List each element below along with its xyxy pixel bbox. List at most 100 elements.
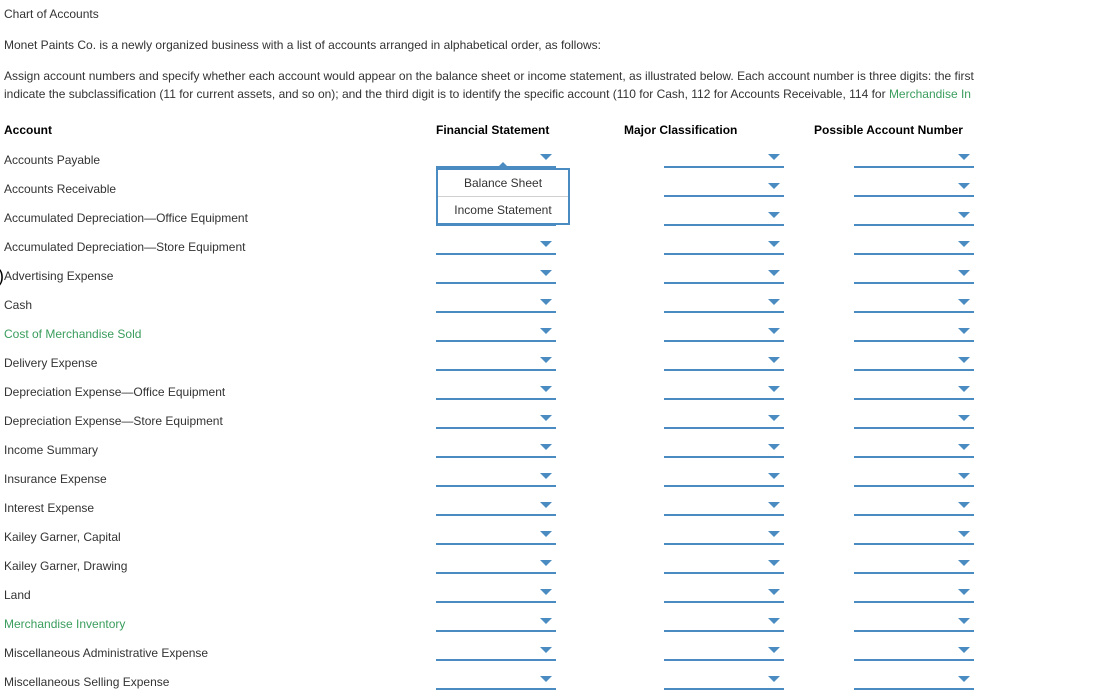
chevron-down-icon: [540, 415, 552, 421]
dropdown[interactable]: [854, 177, 974, 197]
table-row: Cash: [4, 290, 1014, 319]
account-label[interactable]: Merchandise Inventory: [4, 617, 125, 631]
dropdown[interactable]: [436, 525, 556, 545]
merch-inventory-link[interactable]: Merchandise In: [889, 87, 971, 101]
account-label: Accounts Receivable: [4, 182, 116, 196]
dropdown[interactable]: [854, 612, 974, 632]
chevron-down-icon: [768, 618, 780, 624]
chevron-down-icon: [540, 676, 552, 682]
dropdown[interactable]: [436, 148, 556, 168]
account-label: Advertising Expense: [4, 269, 113, 283]
header-major-classification: Major Classification: [624, 117, 814, 145]
dropdown[interactable]: [436, 409, 556, 429]
chevron-down-icon: [958, 299, 970, 305]
account-label: Income Summary: [4, 443, 98, 457]
dropdown-popup: Balance SheetIncome Statement: [436, 168, 570, 225]
dropdown[interactable]: [854, 206, 974, 226]
dropdown[interactable]: [664, 670, 784, 690]
dropdown[interactable]: [664, 612, 784, 632]
dropdown[interactable]: [436, 467, 556, 487]
dropdown[interactable]: [436, 612, 556, 632]
chevron-down-icon: [540, 589, 552, 595]
dropdown[interactable]: [436, 293, 556, 313]
dropdown[interactable]: [664, 380, 784, 400]
dropdown[interactable]: [664, 177, 784, 197]
dropdown[interactable]: [854, 554, 974, 574]
dropdown[interactable]: [664, 148, 784, 168]
dropdown[interactable]: [664, 322, 784, 342]
dropdown[interactable]: [436, 670, 556, 690]
chevron-down-icon: [768, 299, 780, 305]
header-account: Account: [4, 117, 436, 145]
dropdown[interactable]: [436, 554, 556, 574]
dropdown[interactable]: [664, 583, 784, 603]
chevron-down-icon: [958, 618, 970, 624]
dropdown[interactable]: [854, 583, 974, 603]
table-row: Interest Expense: [4, 493, 1014, 522]
dropdown[interactable]: [854, 351, 974, 371]
chevron-down-icon: [540, 531, 552, 537]
chevron-down-icon: [540, 241, 552, 247]
dropdown[interactable]: [436, 438, 556, 458]
dropdown[interactable]: [854, 496, 974, 516]
dropdown[interactable]: [436, 322, 556, 342]
chevron-down-icon: [958, 386, 970, 392]
chevron-down-icon: [768, 444, 780, 450]
dropdown[interactable]: [854, 293, 974, 313]
dropdown[interactable]: [854, 438, 974, 458]
table-row: Accumulated Depreciation—Store Equipment: [4, 232, 1014, 261]
dropdown[interactable]: [664, 351, 784, 371]
account-label: Cash: [4, 298, 32, 312]
dropdown[interactable]: [664, 409, 784, 429]
account-label[interactable]: Cost of Merchandise Sold: [4, 327, 141, 341]
dropdown-option-balance-sheet[interactable]: Balance Sheet: [438, 170, 568, 197]
dropdown[interactable]: [664, 293, 784, 313]
dropdown[interactable]: [854, 525, 974, 545]
table-row: Cost of Merchandise Sold: [4, 319, 1014, 348]
account-label: Miscellaneous Administrative Expense: [4, 646, 208, 660]
account-label: Accounts Payable: [4, 153, 100, 167]
chevron-down-icon: [540, 299, 552, 305]
table-row: Kailey Garner, Drawing: [4, 551, 1014, 580]
dropdown[interactable]: [664, 264, 784, 284]
chevron-down-icon: [540, 154, 552, 160]
dropdown[interactable]: [854, 264, 974, 284]
dropdown[interactable]: [854, 322, 974, 342]
dropdown[interactable]: [664, 554, 784, 574]
dropdown[interactable]: [664, 235, 784, 255]
cursor-indicator: ): [0, 267, 4, 285]
account-label: Miscellaneous Selling Expense: [4, 675, 169, 689]
dropdown[interactable]: [436, 351, 556, 371]
dropdown[interactable]: [436, 496, 556, 516]
dropdown[interactable]: [854, 380, 974, 400]
dropdown[interactable]: [664, 641, 784, 661]
chevron-down-icon: [768, 328, 780, 334]
dropdown-option-income-statement[interactable]: Income Statement: [438, 197, 568, 223]
dropdown[interactable]: [436, 380, 556, 400]
chevron-down-icon: [540, 386, 552, 392]
dropdown[interactable]: [854, 467, 974, 487]
account-label: Interest Expense: [4, 501, 94, 515]
chevron-down-icon: [768, 531, 780, 537]
dropdown[interactable]: [436, 583, 556, 603]
dropdown[interactable]: [436, 264, 556, 284]
chevron-down-icon: [768, 589, 780, 595]
dropdown[interactable]: [854, 670, 974, 690]
dropdown[interactable]: [664, 467, 784, 487]
chevron-down-icon: [768, 502, 780, 508]
table-row: Miscellaneous Administrative Expense: [4, 638, 1014, 667]
dropdown[interactable]: [854, 641, 974, 661]
dropdown[interactable]: [664, 525, 784, 545]
dropdown[interactable]: [854, 148, 974, 168]
instructions-line-2: indicate the subclassification (11 for c…: [4, 86, 1098, 103]
dropdown[interactable]: [664, 438, 784, 458]
dropdown[interactable]: [664, 206, 784, 226]
dropdown[interactable]: [436, 641, 556, 661]
dropdown[interactable]: [854, 409, 974, 429]
dropdown[interactable]: [436, 235, 556, 255]
dropdown[interactable]: [664, 496, 784, 516]
chevron-down-icon: [540, 357, 552, 363]
account-label: Accumulated Depreciation—Store Equipment: [4, 240, 245, 254]
dropdown[interactable]: [854, 235, 974, 255]
chevron-down-icon: [540, 473, 552, 479]
